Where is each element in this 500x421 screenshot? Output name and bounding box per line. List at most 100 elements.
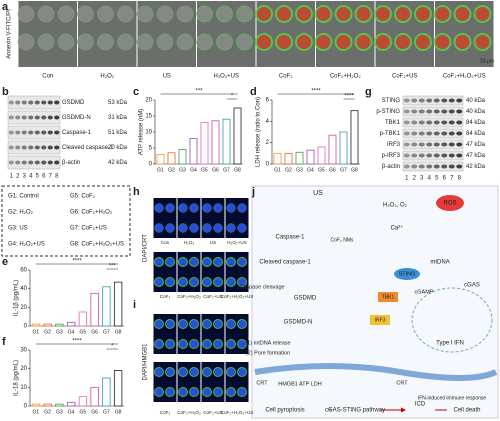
nucleus-stain bbox=[237, 367, 247, 377]
x-tick-label: G6 bbox=[91, 409, 98, 415]
blot-band bbox=[411, 120, 418, 125]
blot-band bbox=[411, 131, 418, 136]
blot-band bbox=[448, 153, 455, 158]
blot-band bbox=[54, 145, 60, 150]
nucleus-stain bbox=[178, 367, 188, 377]
panel-label: a bbox=[2, 1, 9, 13]
blot-band bbox=[41, 100, 47, 105]
cell bbox=[394, 33, 412, 51]
nucleus-stain bbox=[154, 223, 164, 233]
nucleus-stain bbox=[165, 203, 175, 213]
blot-band bbox=[433, 109, 440, 114]
nucleus-stain bbox=[154, 203, 164, 213]
blot-strip bbox=[402, 128, 464, 139]
cell bbox=[433, 5, 452, 23]
cell bbox=[236, 5, 253, 23]
blot-band bbox=[54, 130, 60, 135]
band-size: 47 kDa bbox=[466, 142, 486, 148]
x-tick-label: G5 bbox=[80, 409, 87, 415]
x-tick-label: G1 bbox=[33, 329, 40, 335]
significance-label: **** bbox=[72, 259, 82, 265]
cell bbox=[196, 33, 213, 51]
band-size: 84 kDa bbox=[466, 120, 486, 126]
blot-band bbox=[8, 145, 14, 150]
nucleus-stain bbox=[226, 367, 236, 377]
nucleus-stain bbox=[202, 339, 212, 349]
y-axis-label: IL-1β (pg/mL) bbox=[14, 280, 20, 316]
image-label: US bbox=[210, 240, 216, 245]
cell bbox=[275, 5, 293, 23]
nucleus-stain bbox=[213, 223, 223, 233]
diagram-label: mtDNA bbox=[430, 260, 449, 266]
y-axis-label: ATP release (nM) bbox=[139, 109, 145, 155]
y-tick-label: 6 bbox=[266, 98, 270, 104]
bar bbox=[31, 323, 41, 327]
nucleus-stain bbox=[237, 203, 247, 213]
blot-band bbox=[456, 98, 463, 103]
x-tick-label: G6 bbox=[212, 167, 219, 173]
x-tick-label: G2 bbox=[285, 167, 292, 173]
y-tick-label: 0 bbox=[149, 162, 153, 168]
nucleus-stain bbox=[202, 387, 212, 397]
nucleus-stain bbox=[165, 223, 175, 233]
blot-strip bbox=[7, 155, 61, 170]
blot-band bbox=[15, 130, 21, 135]
blot-band bbox=[403, 142, 410, 147]
blot-band bbox=[418, 153, 425, 158]
nucleus-stain bbox=[237, 339, 247, 349]
blot-band bbox=[433, 153, 440, 158]
bar bbox=[66, 401, 76, 407]
cell bbox=[414, 5, 432, 23]
image-label: CoF₂ bbox=[160, 410, 171, 415]
diagram-label: IFN-induced immune response bbox=[418, 395, 487, 401]
nucleus-stain bbox=[189, 339, 199, 349]
micrograph-label: CoF₂ bbox=[279, 74, 293, 80]
blot-band bbox=[441, 142, 448, 147]
blot-band bbox=[34, 160, 40, 165]
blot-band bbox=[448, 109, 455, 114]
diagram-label: cGAMP bbox=[415, 289, 434, 295]
panel-label: i bbox=[133, 299, 136, 311]
cell bbox=[473, 33, 492, 51]
x-tick-label: G1 bbox=[33, 409, 40, 415]
blot-band bbox=[28, 160, 34, 165]
x-tick-label: G8 bbox=[115, 409, 122, 415]
blot-band bbox=[411, 98, 418, 103]
blot-band bbox=[418, 109, 425, 114]
diagram-label: Caspase cleavage bbox=[239, 284, 284, 290]
panel-label: g bbox=[365, 86, 372, 98]
bar bbox=[156, 153, 165, 165]
bar bbox=[78, 311, 88, 327]
bar bbox=[102, 286, 111, 327]
x-tick-label: G1 bbox=[274, 167, 281, 173]
x-tick-label: G2 bbox=[44, 409, 51, 415]
band-name: β-actin bbox=[382, 164, 400, 170]
blot-band bbox=[456, 153, 463, 158]
band-size: 47 kDa bbox=[466, 153, 486, 159]
y-tick-label: 30 bbox=[20, 348, 27, 354]
blot-band bbox=[28, 130, 34, 135]
bar bbox=[295, 151, 304, 165]
blot-band bbox=[403, 98, 410, 103]
diagram-label: ROS bbox=[443, 201, 456, 207]
nucleus-stain bbox=[178, 277, 188, 287]
cell bbox=[77, 5, 94, 23]
blot-band bbox=[441, 131, 448, 136]
cell bbox=[17, 33, 35, 51]
blot-band bbox=[418, 98, 425, 103]
bar bbox=[178, 149, 187, 165]
bar bbox=[328, 134, 337, 165]
nucleus-stain bbox=[237, 387, 247, 397]
blot-band bbox=[448, 120, 455, 125]
blot-band bbox=[21, 160, 27, 165]
bar bbox=[78, 396, 88, 407]
blot-band bbox=[448, 98, 455, 103]
band-name: TBK1 bbox=[385, 120, 401, 126]
diagram-label: (2) Pore formation bbox=[246, 350, 290, 356]
scale-label: 20 μm bbox=[236, 395, 248, 400]
band-name: p-STING bbox=[376, 109, 400, 115]
cell bbox=[37, 5, 55, 23]
legend-item: G1: Control bbox=[8, 194, 39, 200]
blot-band bbox=[456, 120, 463, 125]
